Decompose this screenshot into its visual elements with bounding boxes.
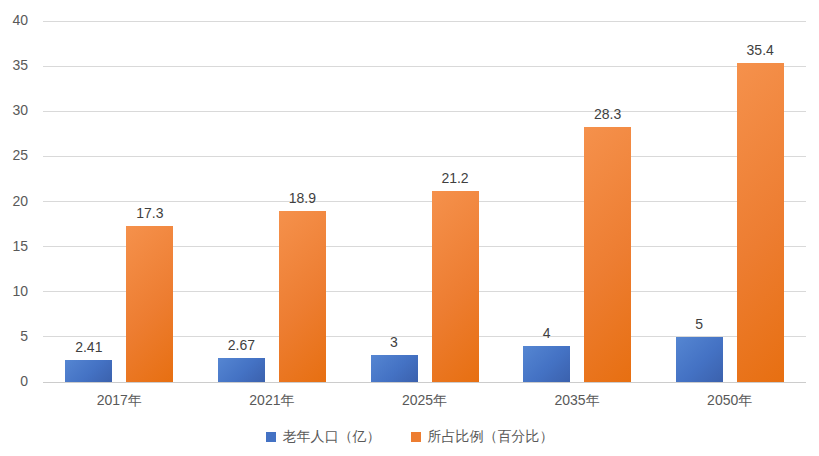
data-label: 18.9 xyxy=(289,190,316,206)
y-axis-tick-label: 10 xyxy=(0,284,28,298)
bar-group: 321.2 xyxy=(349,191,501,382)
data-label: 28.3 xyxy=(594,106,621,122)
data-label: 4 xyxy=(543,325,551,341)
y-axis-tick-label: 0 xyxy=(0,374,28,388)
gridline xyxy=(43,21,806,22)
x-axis-category-label: 2021年 xyxy=(196,392,348,410)
y-axis-tick-label: 35 xyxy=(0,58,28,72)
legend-item-series1[interactable]: 所占比例（百分比） xyxy=(411,428,554,446)
bar-chart: 05101520253035402.4117.32017年2.6718.9202… xyxy=(0,0,819,456)
data-label: 3 xyxy=(390,334,398,350)
bar-group: 535.4 xyxy=(654,63,806,382)
legend-label: 老年人口（亿） xyxy=(283,428,381,446)
data-label: 2.41 xyxy=(75,339,102,355)
bar-series0-2025年[interactable]: 3 xyxy=(371,355,418,382)
legend: 老年人口（亿） 所占比例（百分比） xyxy=(0,428,819,446)
x-axis-category-label: 2050年 xyxy=(654,392,806,410)
bar-series1-2021年[interactable]: 18.9 xyxy=(279,211,326,382)
data-label: 2.67 xyxy=(228,337,255,353)
legend-swatch-icon xyxy=(266,432,276,442)
data-label: 17.3 xyxy=(136,205,163,221)
bar-series0-2017年[interactable]: 2.41 xyxy=(65,360,112,382)
legend-label: 所占比例（百分比） xyxy=(428,428,554,446)
bar-series1-2025年[interactable]: 21.2 xyxy=(432,191,479,382)
y-axis-tick-label: 15 xyxy=(0,239,28,253)
bar-series1-2035年[interactable]: 28.3 xyxy=(584,127,631,382)
data-label: 35.4 xyxy=(747,42,774,58)
data-label: 5 xyxy=(695,316,703,332)
x-axis-category-label: 2017年 xyxy=(43,392,195,410)
data-label: 21.2 xyxy=(441,170,468,186)
y-axis-tick-label: 40 xyxy=(0,13,28,27)
bar-series0-2021年[interactable]: 2.67 xyxy=(218,358,265,382)
bar-series1-2017年[interactable]: 17.3 xyxy=(126,226,173,382)
bar-group: 428.3 xyxy=(501,127,653,382)
legend-swatch-icon xyxy=(411,432,421,442)
bar-series0-2035年[interactable]: 4 xyxy=(523,346,570,382)
bar-series0-2050年[interactable]: 5 xyxy=(676,337,723,382)
bar-group: 2.67 18.9 xyxy=(196,211,348,382)
x-axis-category-label: 2025年 xyxy=(349,392,501,410)
y-axis-tick-label: 20 xyxy=(0,194,28,208)
y-axis-tick-label: 25 xyxy=(0,148,28,162)
legend-item-series0[interactable]: 老年人口（亿） xyxy=(266,428,381,446)
y-axis-tick-label: 30 xyxy=(0,103,28,117)
x-axis-category-label: 2035年 xyxy=(501,392,653,410)
bar-series1-2050年[interactable]: 35.4 xyxy=(737,63,784,382)
y-axis-tick-label: 5 xyxy=(0,329,28,343)
bar-group: 2.41 17.3 xyxy=(43,226,195,382)
